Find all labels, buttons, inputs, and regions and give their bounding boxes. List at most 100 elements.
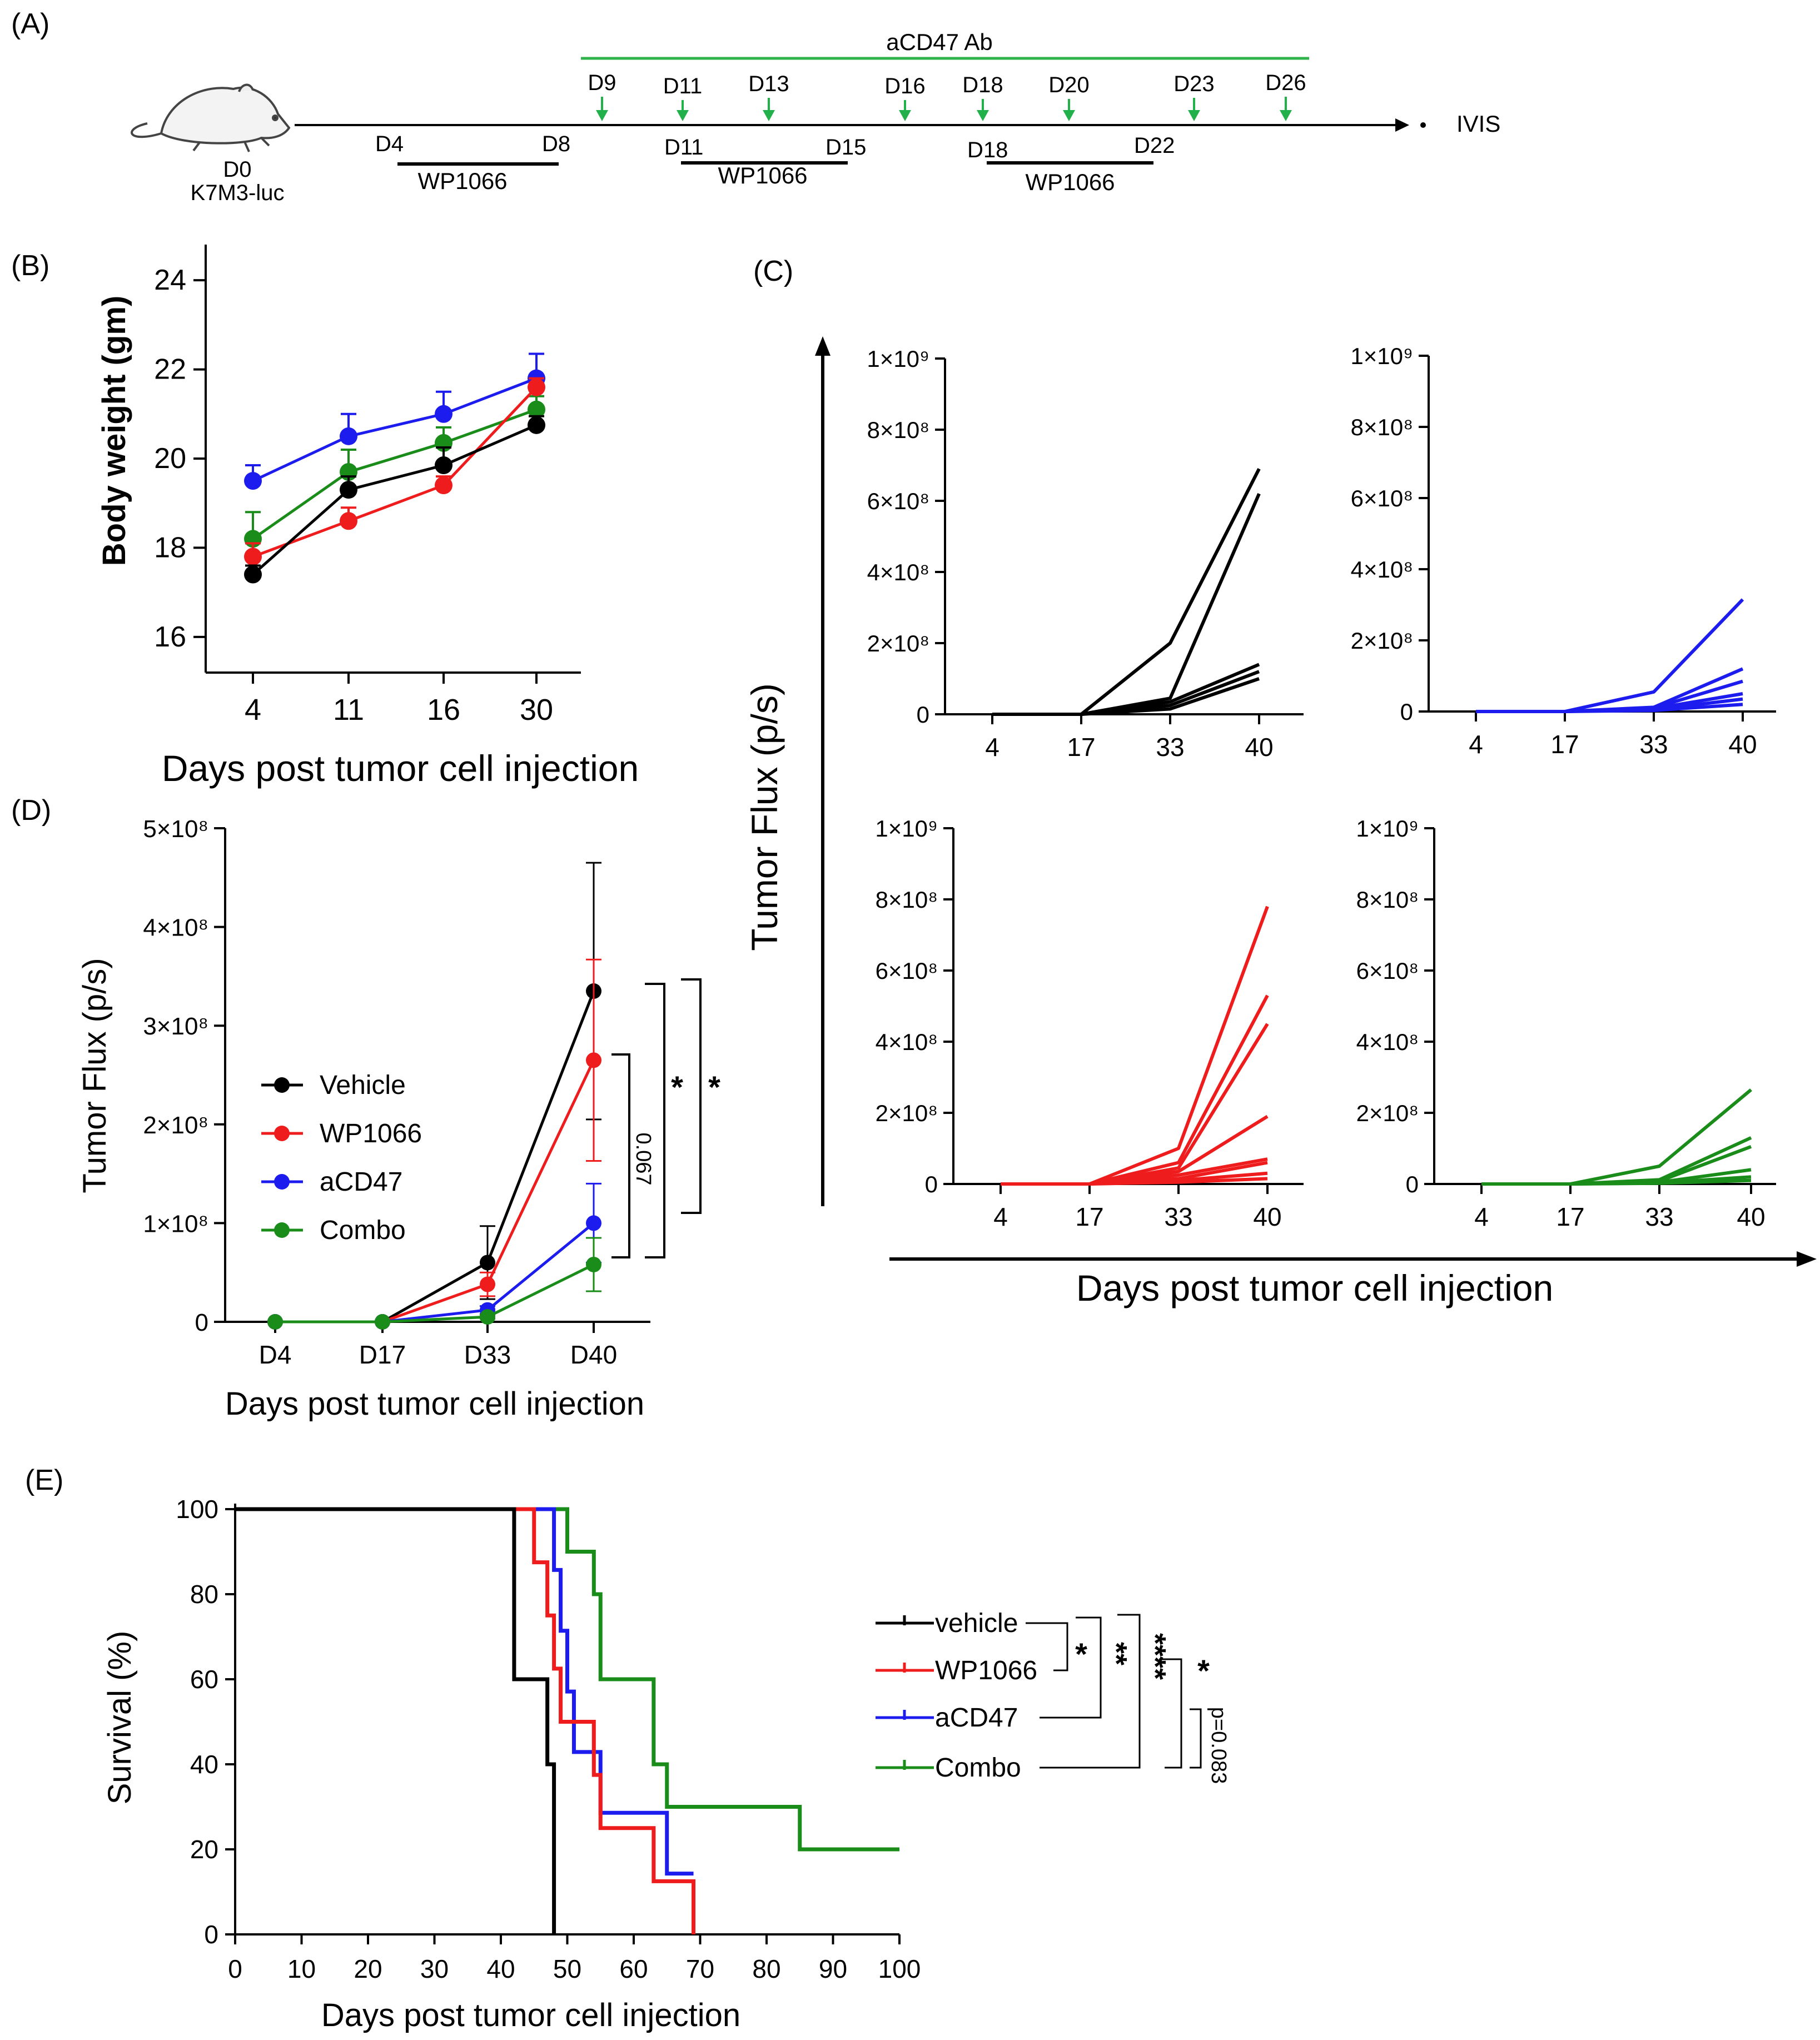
mouse-icon — [131, 83, 291, 152]
x-tick-label: 17 — [1550, 730, 1579, 759]
series-acd47 — [267, 1182, 601, 1330]
individual-tumor-flux-charts: Tumor Flux (p/s) Days post tumor cell inj… — [744, 336, 1817, 1308]
y-tick-label: 4×10⁸ — [876, 1029, 938, 1055]
series-line — [275, 991, 595, 1323]
model-label: K7M3-luc — [191, 181, 285, 205]
significance-mark: * — [1197, 1653, 1210, 1688]
dose-arrow-icon — [1280, 110, 1292, 121]
data-point — [244, 472, 262, 490]
y-tick-label: 0 — [925, 1171, 938, 1197]
significance-pvalue: 0.067 — [631, 1132, 655, 1185]
individual-mouse-line — [1001, 1177, 1268, 1186]
bracket-vehicle-combo-outer — [681, 978, 702, 1214]
y-tick-label: 1×10⁹ — [1350, 343, 1413, 369]
data-point — [244, 548, 262, 566]
data-point — [340, 481, 357, 499]
significance-mark: * — [1075, 1636, 1087, 1671]
dose-arrow-icon — [596, 110, 608, 121]
y-tick-label: 2×10⁸ — [876, 1100, 938, 1126]
data-point — [528, 400, 545, 419]
x-tick-label: 4 — [1469, 730, 1483, 759]
y-tick-label: 5×10⁸ — [143, 815, 208, 843]
significance-mark: * — [708, 1069, 720, 1104]
data-point — [586, 1215, 601, 1231]
legend-label: WP1066 — [935, 1656, 1037, 1685]
y-tick-label: 6×10⁸ — [1351, 485, 1413, 511]
data-point — [586, 1256, 601, 1272]
series-vehicle — [244, 415, 545, 584]
dose-arrow-icon — [899, 110, 911, 121]
panel-label-b: (B) — [11, 250, 49, 282]
y-tick-label: 8×10⁸ — [1351, 414, 1413, 440]
data-point — [480, 1276, 495, 1292]
bracket-vehicle-combo — [1040, 1614, 1141, 1769]
x-tick-label: 20 — [354, 1954, 382, 1983]
y-tick-label: 80 — [190, 1580, 218, 1609]
y-tick-label: 3×10⁸ — [143, 1013, 208, 1040]
x-tick-label: 50 — [553, 1954, 581, 1983]
dose-arrow-icon — [1188, 110, 1200, 121]
ab-label: aCD47 Ab — [886, 29, 992, 55]
data-point — [375, 1314, 390, 1330]
x-tick-label: 30 — [520, 693, 553, 727]
x-tick-label: 17 — [1075, 1202, 1103, 1231]
bracket-vehicle-wp1066 — [1026, 1622, 1068, 1671]
x-tick-label: 40 — [486, 1954, 515, 1983]
wp-window-start: D4 — [375, 132, 404, 156]
data-point — [480, 1255, 495, 1271]
series-line — [252, 386, 538, 558]
wp-window-start: D18 — [967, 138, 1008, 162]
ab-dose-day-label: D13 — [748, 72, 789, 96]
data-point — [586, 1052, 601, 1068]
y-tick-label: 4×10⁸ — [1356, 1029, 1419, 1055]
x-tick-label: 60 — [619, 1954, 648, 1983]
individual-mouse-line — [1481, 1178, 1752, 1186]
ab-dose-day-label: D9 — [588, 71, 616, 95]
subplot-vehicle: 0 2×10⁸ 4×10⁸ 6×10⁸ 8×10⁸ 1×10⁹ 4 17 33 40 — [867, 346, 1304, 762]
y-tick-label: 0 — [1406, 1171, 1419, 1197]
series-combo — [244, 395, 545, 548]
wp-window-end: D15 — [826, 135, 866, 160]
legend-swatch-marker — [274, 1222, 290, 1238]
body-weight-chart: 16 18 20 22 24 4 11 16 30 Days post tumor cell in… — [96, 245, 639, 789]
legend-label: aCD47 — [320, 1167, 402, 1197]
ab-dose-day-label: D11 — [663, 74, 702, 98]
y-tick-label: 2×10⁸ — [1351, 628, 1413, 654]
series-line — [252, 377, 537, 482]
significance-mark: * — [671, 1069, 683, 1104]
y-tick-label: 2×10⁸ — [1356, 1100, 1419, 1126]
subplot-wp1066: 0 2×10⁸ 4×10⁸ 6×10⁸ 8×10⁸ 1×10⁹ 4 17 33 40 — [875, 815, 1304, 1231]
data-point — [244, 565, 262, 584]
x-axis-title: Days post tumor cell injection — [162, 748, 639, 789]
x-tick-label: D33 — [464, 1340, 511, 1369]
panel-label-c: (C) — [753, 255, 793, 287]
y-tick-label: 1×10⁹ — [1356, 815, 1419, 842]
dose-arrow-icon — [677, 110, 689, 121]
y-tick-label: 6×10⁸ — [876, 958, 938, 984]
data-point — [435, 405, 452, 423]
y-tick-label: 1×10⁹ — [867, 346, 929, 372]
wp-window-label: WP1066 — [417, 168, 507, 194]
y-tick-label: 20 — [190, 1835, 218, 1864]
wp-window-end: D8 — [542, 132, 570, 156]
up-arrow-icon — [815, 336, 831, 356]
y-tick-label: 8×10⁸ — [867, 417, 929, 443]
x-axis-title: Days post tumor cell injection — [225, 1386, 644, 1422]
significance-brackets: * ** **** *p=0.083 — [1026, 1614, 1230, 1784]
survival-curve-wp1066 — [235, 1507, 696, 1934]
x-tick-label: 16 — [427, 693, 460, 727]
wp-window-label: WP1066 — [1025, 169, 1115, 195]
dose-arrow-icon — [977, 110, 989, 121]
ab-dose-day-label: D23 — [1173, 72, 1214, 96]
x-tick-label: D4 — [259, 1340, 292, 1369]
ivis-label: IVIS — [1456, 111, 1500, 137]
bracket-vehicle-combo-inner — [645, 983, 665, 1258]
individual-mouse-line — [992, 677, 1260, 716]
bracket-vehicle-acd47 — [1040, 1616, 1102, 1719]
y-tick-label: 1×10⁹ — [875, 815, 938, 842]
x-tick-label: 80 — [752, 1954, 780, 1983]
x-tick-label: 70 — [686, 1954, 714, 1983]
x-tick-label: 100 — [878, 1954, 921, 1983]
ivis-dot — [1420, 122, 1426, 128]
x-tick-label: 4 — [993, 1202, 1008, 1231]
